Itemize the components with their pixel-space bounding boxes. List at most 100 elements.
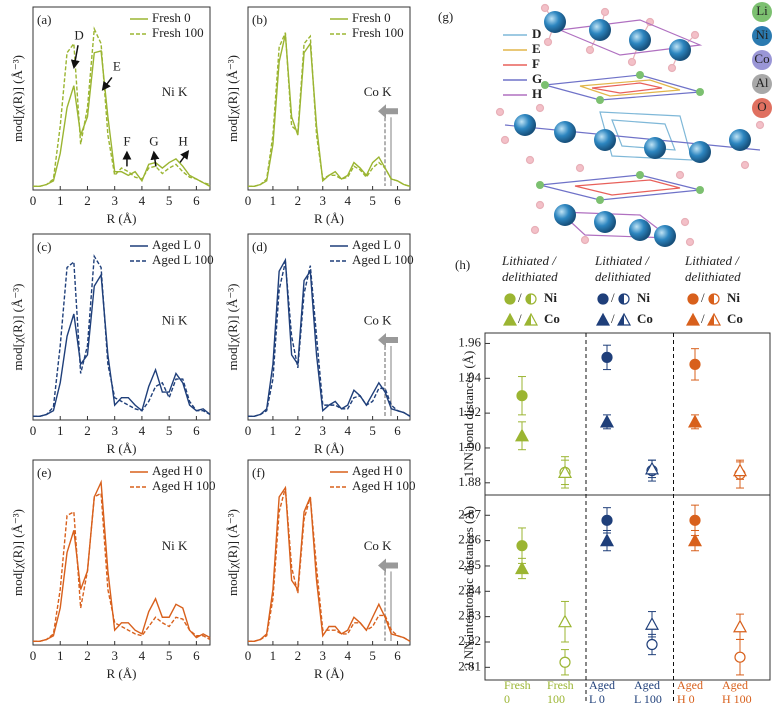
x-axis-label: R (Å) — [107, 666, 137, 681]
y-tick-label: 1.90 — [458, 439, 481, 454]
legend-label: Aged H 0 — [152, 463, 203, 478]
y-axis-label: 2 NN interatomic distances (Å) — [461, 506, 476, 669]
series-line — [248, 485, 411, 642]
x-tick-label: 4 — [344, 648, 351, 663]
legend-separator: / — [518, 290, 522, 305]
x-axis-label: R (Å) — [107, 211, 137, 226]
legend-separator: / — [611, 290, 615, 305]
data-point — [601, 351, 613, 363]
series-line — [33, 272, 211, 417]
panel-label: (c) — [37, 239, 51, 254]
x-tick-label: 4 — [344, 193, 351, 208]
data-point — [514, 561, 530, 575]
y-axis-label: mod[χ(R)] (Å⁻³) — [225, 284, 240, 371]
legend-separator: / — [701, 311, 705, 326]
legend-title: delithiated — [685, 269, 741, 284]
legend-marker — [502, 312, 518, 326]
x-tick-label: 0 — [30, 423, 37, 438]
legend-label: Ni — [544, 290, 557, 305]
annotation: H — [178, 133, 187, 148]
legend-marker-half — [526, 294, 531, 304]
plot-frame — [32, 459, 211, 646]
data-point — [687, 414, 703, 428]
legend-separator: / — [611, 311, 615, 326]
data-point — [516, 390, 528, 402]
y-tick-label: 2.83 — [458, 608, 481, 623]
legend-label: Co — [544, 311, 560, 326]
series-line — [33, 254, 211, 417]
y-tick-label: 1.92 — [458, 404, 481, 419]
edge-label: Co K — [364, 312, 392, 327]
series-line — [248, 32, 411, 188]
x-tick-label: 3 — [320, 193, 327, 208]
x-tick-label: 6 — [394, 423, 401, 438]
data-point — [601, 514, 613, 526]
annotation: E — [113, 58, 121, 73]
annotation-arrow — [70, 45, 80, 70]
legend-title: Lithiated / — [501, 253, 557, 268]
y-axis-label: mod[χ(R)] (Å⁻³) — [10, 509, 25, 596]
x-tick-label: 6 — [193, 648, 200, 663]
legend-separator: / — [701, 290, 705, 305]
data-point — [516, 540, 528, 552]
crystal-structure — [495, 3, 765, 247]
data-point — [559, 656, 571, 668]
legend-marker — [595, 312, 611, 326]
annotation-arrow — [150, 150, 160, 167]
panel-label: (a) — [37, 12, 51, 27]
edge-label: Co K — [364, 538, 392, 553]
category-label: Fresh 0 — [504, 678, 531, 706]
legend-label: Aged H 100 — [352, 478, 416, 493]
y-tick-label: 2.82 — [458, 633, 481, 648]
legend-label: Aged L 100 — [152, 252, 214, 267]
x-tick-label: 5 — [166, 648, 173, 663]
data-point — [732, 619, 748, 633]
legend-label: Fresh 100 — [352, 25, 404, 40]
annotation-arrow — [101, 76, 113, 91]
plot-frame — [247, 459, 411, 646]
y-axis-label: mod[χ(R)] (Å⁻³) — [10, 284, 25, 371]
panel-label: (g) — [438, 9, 453, 24]
x-tick-label: 0 — [30, 193, 37, 208]
legend-marker-half — [708, 314, 714, 325]
x-tick-label: 5 — [369, 193, 376, 208]
x-axis-label: R (Å) — [314, 666, 344, 681]
y-axis-label: mod[χ(R)] (Å⁻³) — [225, 55, 240, 142]
x-tick-label: 2 — [84, 648, 91, 663]
legend-marker-half — [618, 314, 624, 325]
x-tick-label: 6 — [394, 193, 401, 208]
element-label: Ni — [756, 27, 769, 42]
legend-marker — [687, 293, 699, 305]
y-axis-label: 1NN bond distances (Å) — [461, 351, 476, 478]
x-tick-label: 2 — [295, 193, 302, 208]
panel-label: (e) — [37, 465, 51, 480]
x-tick-label: 6 — [193, 423, 200, 438]
plot-frame — [32, 6, 211, 191]
edge-label: Co K — [364, 84, 392, 99]
y-tick-label: 2.85 — [458, 557, 481, 572]
category-label: Aged L 100 — [634, 678, 662, 706]
series-line — [33, 479, 211, 642]
data-point — [514, 428, 530, 442]
plot-frame — [247, 233, 411, 421]
shift-arrow — [378, 104, 398, 119]
legend-label: Ni — [637, 290, 650, 305]
legend-label: Aged L 0 — [152, 237, 201, 252]
element-swatch — [752, 50, 772, 70]
edge-label: Ni K — [162, 84, 188, 99]
legend-title: delithiated — [595, 269, 651, 284]
y-axis-label: mod[χ(R)] (Å⁻³) — [225, 509, 240, 596]
data-point — [689, 358, 701, 370]
legend-label: Aged H 100 — [152, 478, 216, 493]
annotation: F — [123, 133, 130, 148]
category-label: Aged H 100 — [722, 678, 752, 706]
y-tick-label: 2.84 — [458, 582, 481, 597]
x-tick-label: 2 — [295, 423, 302, 438]
x-tick-label: 1 — [270, 648, 277, 663]
data-point — [644, 461, 660, 475]
panel-label: (d) — [252, 239, 267, 254]
element-swatch — [752, 26, 772, 46]
legend-marker-half — [619, 294, 624, 304]
